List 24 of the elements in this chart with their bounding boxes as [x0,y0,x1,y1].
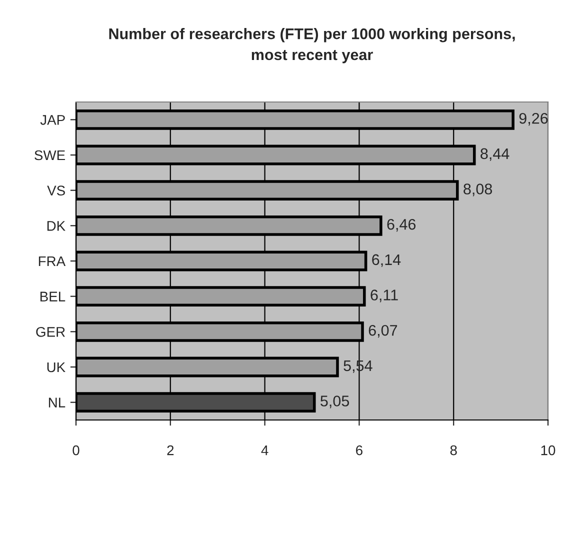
y-tick-label: DK [47,221,66,231]
y-tick-label: UK [47,362,66,372]
chart-title: Number of researchers (FTE) per 1000 working persons, most recent year [109,28,515,64]
data-label: 6,14 [372,254,401,267]
data-label: 6,46 [387,218,416,232]
y-tick-label: BEL [40,292,66,302]
y-tick-label: VS [47,186,65,196]
y-tick-label: NL [48,398,66,408]
data-label: 6,07 [368,324,398,338]
y-tick-label: JAP [40,115,65,125]
data-label: 5,05 [320,396,350,408]
data-label: 6,11 [370,290,398,302]
x-tick-label: 4 [261,446,268,456]
x-tick-label: 8 [450,445,457,456]
data-label: 8,08 [464,184,492,196]
y-tick-label: GER [36,327,65,337]
data-label: 9,26 [519,112,548,126]
x-tick-label: 0 [72,445,80,456]
y-tick-label: SWE [34,150,65,160]
x-tick-label: 2 [167,445,174,456]
x-tick-label: 6 [356,445,362,456]
data-label: 8,44 [480,148,510,161]
x-tick-label: 10 [541,445,556,456]
y-tick-label: FRA [38,256,66,266]
